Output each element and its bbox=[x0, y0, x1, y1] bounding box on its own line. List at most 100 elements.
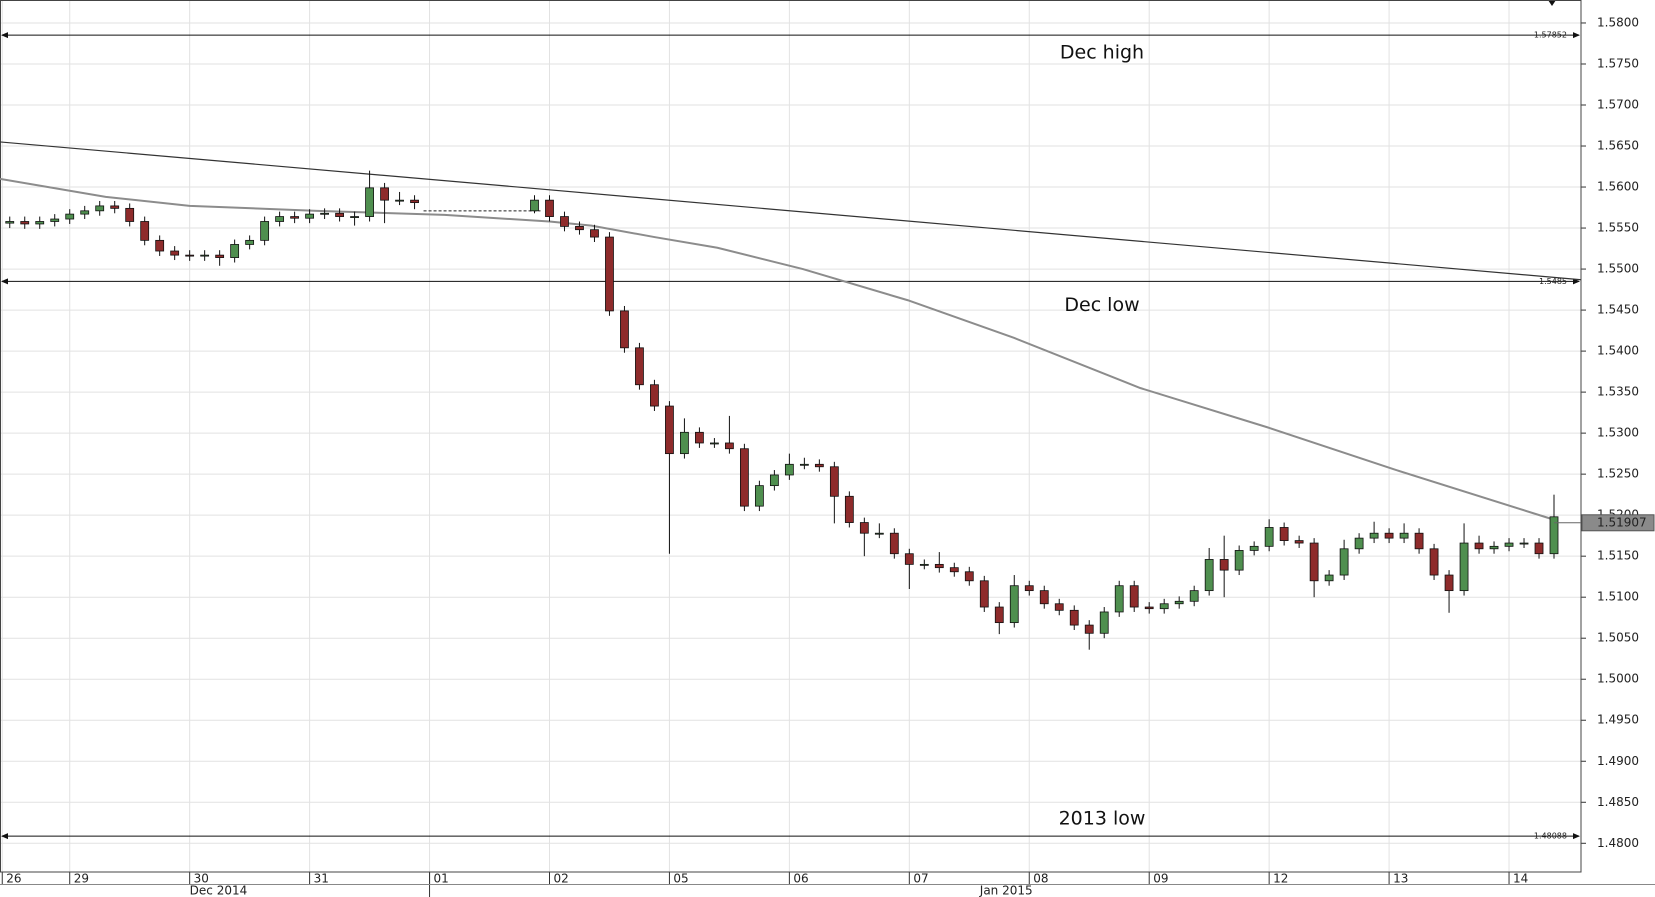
candle-body bbox=[1114, 585, 1124, 613]
candle-body bbox=[934, 563, 944, 569]
candle-body bbox=[395, 199, 404, 202]
moving-average bbox=[0, 177, 1553, 521]
candle-body bbox=[1549, 516, 1559, 555]
candle-body bbox=[305, 213, 315, 219]
candle-body bbox=[635, 347, 644, 386]
candle-body bbox=[904, 553, 914, 565]
candle-body bbox=[650, 384, 659, 407]
y-tick-label: 1.5150 bbox=[1597, 549, 1639, 563]
level-label: Dec high bbox=[1060, 42, 1144, 64]
candle-body bbox=[1264, 527, 1274, 547]
candle-body bbox=[710, 442, 719, 445]
candle-body bbox=[590, 229, 599, 238]
candle-body bbox=[95, 205, 105, 212]
candle-body bbox=[1234, 550, 1244, 571]
candle-body bbox=[185, 254, 195, 257]
candle-body bbox=[1279, 527, 1289, 541]
arrow bbox=[1, 278, 8, 285]
candle-body bbox=[889, 532, 899, 555]
x-tick-label: 09 bbox=[1153, 872, 1168, 886]
candle-body bbox=[1069, 609, 1079, 626]
candle-body bbox=[1309, 542, 1319, 582]
x-tick-label: 02 bbox=[553, 872, 568, 886]
arrow bbox=[1573, 833, 1580, 840]
candle-body bbox=[5, 221, 15, 224]
candle-body bbox=[200, 254, 210, 257]
y-tick-label: 1.5600 bbox=[1597, 180, 1639, 194]
candle-body bbox=[1324, 574, 1334, 582]
candle-body bbox=[1414, 532, 1424, 550]
candle-body bbox=[245, 239, 255, 245]
candle-body bbox=[829, 466, 839, 497]
candle-body bbox=[979, 580, 989, 608]
candle-body bbox=[1534, 542, 1544, 555]
candle-body bbox=[1384, 532, 1394, 539]
candle-body bbox=[994, 606, 1004, 624]
candle-body bbox=[605, 236, 614, 312]
candle-body bbox=[680, 431, 689, 455]
candle-body bbox=[1294, 540, 1304, 544]
candle-body bbox=[1054, 603, 1064, 611]
candle-body bbox=[230, 244, 240, 258]
y-tick-label: 1.5700 bbox=[1597, 98, 1639, 112]
candle-body bbox=[754, 485, 764, 507]
y-tick-label: 1.5250 bbox=[1597, 467, 1639, 481]
candle-body bbox=[1354, 537, 1364, 550]
candle-body bbox=[695, 431, 704, 444]
trendline bbox=[0, 141, 1582, 281]
candle-body bbox=[1009, 585, 1019, 624]
y-tick-label: 1.5800 bbox=[1597, 15, 1639, 29]
x-tick-label: 31 bbox=[314, 872, 329, 886]
y-tick-label: 1.4950 bbox=[1597, 713, 1639, 727]
candle-body bbox=[814, 463, 824, 468]
candle-body bbox=[125, 207, 135, 222]
candle-body bbox=[1159, 603, 1169, 610]
candle-body bbox=[335, 212, 344, 217]
x-tick-label: 01 bbox=[434, 872, 449, 886]
candle-body bbox=[380, 187, 389, 201]
candle-body bbox=[784, 463, 794, 476]
x-tick-label: 08 bbox=[1033, 872, 1048, 886]
candle-body bbox=[1474, 542, 1484, 550]
candle-body bbox=[155, 239, 165, 252]
x-tick-label: 29 bbox=[74, 872, 89, 886]
candle-body bbox=[530, 199, 539, 212]
y-tick-label: 1.5100 bbox=[1597, 590, 1639, 604]
x-tick-label: 30 bbox=[194, 872, 209, 886]
month-label: Dec 2014 bbox=[190, 884, 248, 897]
arrow bbox=[1573, 32, 1580, 39]
candle-body bbox=[545, 199, 554, 217]
candle-body bbox=[350, 216, 359, 218]
y-tick-label: 1.5650 bbox=[1597, 139, 1639, 153]
candle-body bbox=[560, 216, 569, 227]
arrow bbox=[1, 833, 8, 840]
y-tick-label: 1.5550 bbox=[1597, 221, 1639, 235]
x-tick-label: 12 bbox=[1273, 872, 1288, 886]
candle-body bbox=[799, 463, 809, 466]
candle-body bbox=[215, 254, 225, 258]
candle-body bbox=[410, 199, 419, 204]
x-tick-label: 06 bbox=[793, 872, 808, 886]
y-tick-label: 1.5450 bbox=[1597, 303, 1639, 317]
y-tick-label: 1.5350 bbox=[1597, 385, 1639, 399]
candle-body bbox=[739, 448, 749, 507]
candle-body bbox=[1489, 545, 1499, 550]
level-label: 2013 low bbox=[1059, 808, 1146, 830]
candle-body bbox=[1189, 590, 1199, 602]
candle-body bbox=[320, 212, 329, 215]
candle-body bbox=[1084, 624, 1094, 634]
candle-body bbox=[1024, 585, 1034, 592]
candle-body bbox=[1039, 590, 1049, 605]
level-price: 1.48088 bbox=[1534, 832, 1567, 841]
level-label: Dec low bbox=[1064, 294, 1139, 316]
y-tick-label: 1.4900 bbox=[1597, 754, 1639, 768]
level-price: 1.57852 bbox=[1534, 31, 1567, 40]
candle-body bbox=[80, 210, 90, 215]
candle-body bbox=[949, 567, 959, 573]
candle-body bbox=[964, 571, 974, 582]
y-tick-label: 1.5300 bbox=[1597, 426, 1639, 440]
candle-body bbox=[1399, 532, 1409, 539]
candle-body bbox=[1519, 542, 1529, 545]
candle-body bbox=[170, 250, 180, 256]
